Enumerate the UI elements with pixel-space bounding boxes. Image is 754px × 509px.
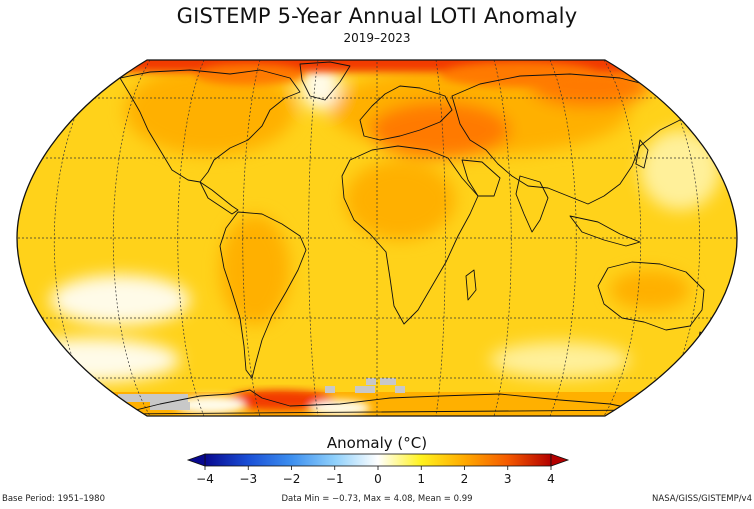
colorbar-tick-label: −3 — [239, 472, 258, 486]
antarctica-outline — [119, 389, 641, 415]
japan-outline — [635, 139, 649, 169]
anomaly-weddell-cool — [310, 400, 370, 416]
anomaly-north-atlantic-cool — [300, 60, 340, 110]
anomaly-ross-cool — [175, 396, 245, 414]
colorbar — [186, 453, 570, 470]
anomaly-south-pacific-cool — [17, 338, 180, 382]
missing-data-cells — [118, 378, 405, 410]
colorbar-tick-label: −1 — [325, 472, 344, 486]
arabia-outline — [461, 159, 501, 197]
colorbar-tick-label: 1 — [417, 472, 426, 486]
map-subtitle: 2019–2023 — [343, 31, 411, 45]
missing-cell — [395, 386, 405, 393]
meridian-line — [435, 60, 446, 416]
missing-cell — [380, 378, 396, 385]
meridian-line — [242, 60, 261, 416]
greenland-outline — [299, 61, 351, 101]
anomaly-north-america-warm — [125, 65, 295, 155]
anomaly-arctic-edge-west — [195, 65, 305, 85]
map-title: GISTEMP 5-Year Annual LOTI Anomaly — [176, 4, 578, 28]
central-america-outline — [199, 181, 239, 215]
source-label: NASA/GISS/GISTEMP/v4 — [652, 494, 752, 504]
colorbar-tick-label: −2 — [282, 472, 301, 486]
colorbar-gradient — [204, 453, 552, 467]
anomaly-north-pacific-cool — [640, 130, 720, 210]
missing-cell — [366, 378, 376, 385]
asia-outline — [451, 73, 691, 205]
anomaly-africa-warm — [345, 160, 455, 240]
missing-cell — [325, 386, 335, 393]
colorbar-ticks — [204, 466, 552, 470]
meridian-line — [549, 60, 577, 416]
colorbar-max-arrow — [550, 453, 570, 467]
colorbar-tick-label: 0 — [374, 472, 382, 486]
globe-outline — [16, 59, 738, 417]
anomaly-europe-hot — [370, 102, 510, 158]
anomaly-southern-ocean-cool — [490, 342, 630, 378]
colorbar-tick-label: 4 — [547, 472, 555, 486]
north-america-outline — [119, 69, 301, 183]
missing-cell — [118, 394, 188, 402]
data-stats-label: Data Min = −0.73, Max = 4.08, Mean = 0.9… — [281, 494, 473, 504]
colorbar-tick-label: −4 — [196, 472, 214, 486]
anomaly-east-pacific-cool — [50, 275, 190, 325]
missing-cell — [355, 386, 375, 393]
missing-cell — [150, 402, 190, 410]
colorbar-tick-label: 3 — [503, 472, 512, 486]
anomaly-field — [17, 60, 737, 416]
meridian-line — [493, 60, 512, 416]
anomaly-south-america-warm — [220, 215, 290, 325]
colorbar-tick-label: 2 — [460, 472, 469, 486]
africa-outline — [341, 145, 479, 325]
anomaly-arctic-edge-east — [440, 63, 600, 87]
meridian-line — [177, 60, 205, 416]
australia-outline — [597, 261, 705, 331]
meridian-line — [112, 60, 151, 416]
coastlines — [119, 61, 709, 415]
south-america-outline — [219, 211, 307, 379]
colorbar-title: Anomaly (°C) — [326, 434, 428, 452]
meridian-line — [603, 60, 642, 416]
madagascar-outline — [465, 269, 477, 301]
india-outline — [515, 175, 549, 233]
colorbar-min-arrow — [186, 453, 206, 467]
europe-outline — [359, 85, 453, 141]
anomaly-australia-warm — [610, 270, 690, 310]
southeast-asia-islands-outline — [569, 215, 641, 247]
graticule — [17, 60, 737, 416]
base-period-label: Base Period: 1951–1980 — [2, 494, 105, 504]
